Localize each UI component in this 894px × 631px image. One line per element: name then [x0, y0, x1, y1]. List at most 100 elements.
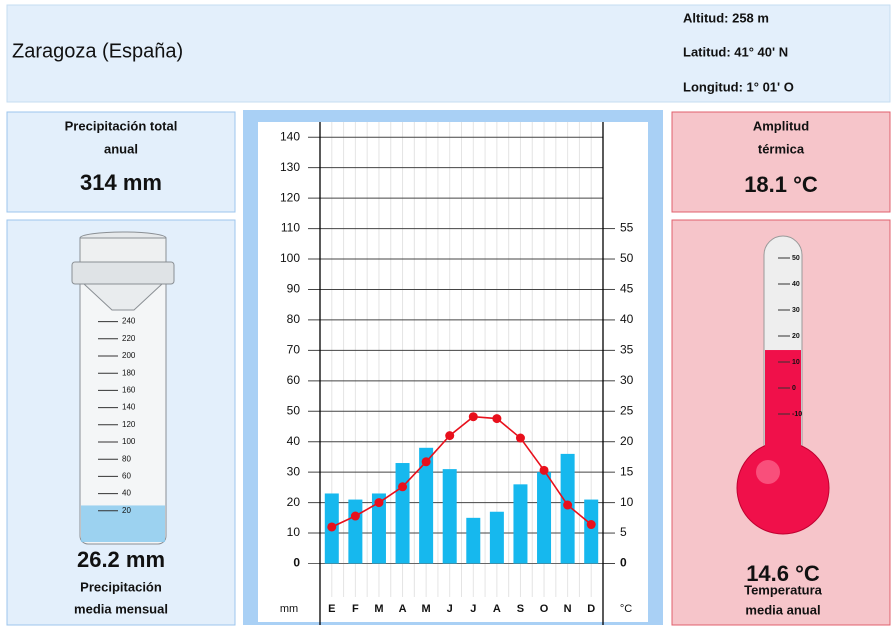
bar [513, 484, 528, 564]
y-tick-label: 120 [280, 190, 300, 204]
y2-tick-label: 15 [620, 464, 634, 478]
y2-tick-label: 0 [620, 556, 627, 570]
y-tick-label: 100 [280, 251, 300, 265]
gauge-tick-label: 200 [122, 351, 136, 360]
line [331, 415, 592, 528]
panel-label: térmica [758, 141, 805, 156]
panel-label: anual [104, 141, 138, 156]
line-point [492, 414, 502, 424]
line-point [468, 412, 478, 422]
station-info: Latitud: 41° 40' N [683, 44, 788, 59]
thermo-tick-label: 20 [792, 333, 800, 340]
thermometer-fill [765, 350, 801, 460]
thermometer: -10 0 10 20 30 40 50 [736, 235, 830, 535]
line-point [539, 465, 549, 475]
y-tick-label: 20 [287, 495, 301, 509]
gauge-tick-label: 140 [122, 403, 136, 412]
gauge-tick-label: 180 [122, 368, 136, 377]
y-tick-label: 30 [287, 464, 301, 478]
rain-gauge: 20 40 60 80 100 120 140 160 180 200 220 240 [71, 231, 175, 545]
gauge-tick-label: 80 [122, 454, 131, 463]
y-tick-label: 60 [287, 373, 301, 387]
y2-tick-label: 20 [620, 434, 634, 448]
x-tick-label: N [564, 603, 572, 615]
thermo-tick-label: 40 [792, 281, 800, 288]
bar [395, 463, 410, 564]
line-point [563, 500, 573, 510]
panel-label: media anual [745, 602, 820, 617]
y-axis-label: mm [280, 603, 298, 615]
gauge-collar [71, 261, 175, 285]
gauge-water [81, 505, 165, 542]
thermo-tick-label: -10 [792, 411, 802, 418]
y-tick-label: 0 [293, 556, 300, 570]
bar [489, 511, 504, 564]
x-tick-label: A [399, 603, 407, 615]
panel-label: media mensual [74, 601, 168, 616]
y-tick-label: 70 [287, 343, 301, 357]
amplitude-panel [671, 111, 891, 213]
chart: 0 10 20 30 40 50 60 70 80 90 100 110 120 130 140 0 5 10 15… [280, 122, 634, 625]
y2-tick-label: 30 [620, 373, 634, 387]
y2-tick-label: 5 [620, 525, 627, 539]
panel-label: Temperatura [744, 582, 823, 597]
y2-tick-label: 55 [620, 221, 634, 235]
gauge-tick-label: 220 [122, 334, 136, 343]
y-tick-label: 10 [287, 525, 301, 539]
x-tick-label: E [328, 603, 335, 615]
line-point [398, 482, 408, 492]
panel-label: Precipitación [80, 579, 162, 594]
x-tick-label: M [374, 603, 383, 615]
gauge-tick-label: 60 [122, 472, 131, 481]
line-point [350, 511, 360, 521]
y-tick-label: 50 [287, 403, 301, 417]
gauge-top [79, 237, 167, 263]
gauge-tick-label: 40 [122, 489, 131, 498]
bar [371, 493, 386, 564]
thermo-tick-label: 10 [792, 359, 800, 366]
y2-tick-label: 50 [620, 251, 634, 265]
bulb-shine [756, 460, 780, 484]
line-point [445, 431, 455, 441]
station-info: Longitud: 1° 01' O [683, 79, 794, 94]
thermo-tick-label: 0 [792, 385, 796, 392]
x-tick-label: J [447, 603, 453, 615]
x-tick-label: O [540, 603, 549, 615]
station-title: Zaragoza (España) [12, 40, 183, 62]
bar [466, 517, 481, 564]
y-tick-label: 90 [287, 282, 301, 296]
y2-tick-label: 45 [620, 282, 634, 296]
thermo-tick-label: 30 [792, 307, 800, 314]
y-tick-label: 80 [287, 312, 301, 326]
line-point [374, 498, 384, 508]
x-tick-label: A [493, 603, 501, 615]
y2-tick-label: 10 [620, 495, 634, 509]
x-tick-label: S [517, 603, 524, 615]
gauge-tick-label: 120 [122, 420, 136, 429]
y2-tick-label: 35 [620, 343, 634, 357]
x-tick-label: M [422, 603, 431, 615]
panel-label: Precipitación total [65, 118, 178, 133]
bar [419, 447, 434, 564]
gauge-tick-label: 160 [122, 386, 136, 395]
y2-tick-label: 25 [620, 403, 634, 417]
header-panel [6, 4, 891, 103]
y-tick-label: 130 [280, 160, 300, 174]
gauge-value: 26.2 mm [77, 547, 165, 572]
line-point [421, 457, 431, 467]
line-point [327, 522, 337, 532]
y-tick-label: 110 [281, 221, 300, 235]
line-point [586, 520, 596, 530]
y-tick-label: 40 [287, 434, 301, 448]
y-tick-label: 140 [280, 129, 300, 143]
gauge-funnel [82, 283, 164, 311]
thermometer-value: 14.6 °C [746, 561, 820, 586]
y2-axis-label: °C [620, 603, 632, 615]
bar [584, 499, 599, 564]
total-panel [6, 111, 236, 213]
bar [348, 499, 363, 564]
bar [442, 469, 457, 564]
line-point [515, 433, 525, 443]
panel-value: 18.1 °C [744, 172, 818, 197]
